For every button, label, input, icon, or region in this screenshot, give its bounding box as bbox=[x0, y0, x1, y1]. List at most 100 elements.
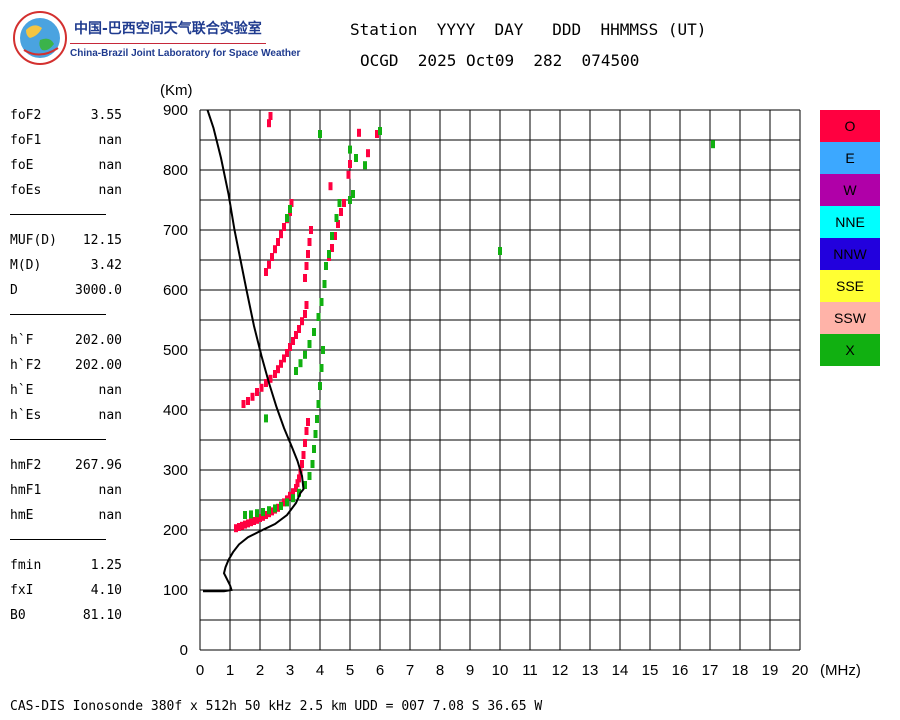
param-value: 3000.0 bbox=[75, 283, 122, 298]
data-point-x bbox=[322, 280, 327, 288]
data-point-o bbox=[282, 223, 286, 231]
data-point-x bbox=[285, 214, 289, 222]
electron-density-profile-line bbox=[203, 109, 305, 593]
param-row: h`F2 202.00 bbox=[10, 358, 130, 378]
data-point-x bbox=[243, 511, 247, 519]
y-tick-label: 200 bbox=[163, 522, 188, 539]
param-row: hmE nan bbox=[10, 508, 130, 528]
data-point-o bbox=[267, 260, 271, 269]
param-separator bbox=[10, 214, 106, 215]
data-point-x bbox=[348, 196, 352, 204]
data-point-o bbox=[301, 451, 306, 459]
data-point-o bbox=[249, 518, 253, 527]
data-point-o bbox=[294, 484, 298, 492]
data-point-x bbox=[288, 205, 292, 213]
param-separator bbox=[10, 314, 106, 315]
data-point-x bbox=[319, 364, 324, 372]
x-tick-label: 15 bbox=[642, 662, 659, 679]
data-point-x bbox=[327, 250, 331, 258]
data-point-x bbox=[711, 140, 715, 149]
data-point-x bbox=[316, 313, 321, 321]
data-point-o bbox=[273, 370, 277, 378]
y-tick-label: 100 bbox=[163, 582, 188, 599]
param-label: MUF(D) bbox=[10, 233, 57, 248]
x-axis-label: (MHz) bbox=[820, 662, 861, 679]
x-tick-label: 13 bbox=[582, 662, 599, 679]
param-label: D bbox=[10, 283, 18, 298]
data-point-o bbox=[252, 517, 256, 525]
data-point-o bbox=[276, 238, 280, 246]
x-tick-label: 12 bbox=[552, 662, 569, 679]
data-point-x bbox=[378, 127, 382, 135]
param-label: foF1 bbox=[10, 133, 42, 148]
data-point-o bbox=[303, 274, 307, 282]
data-point-x bbox=[313, 430, 318, 438]
legend-item: NNW bbox=[820, 238, 880, 270]
param-row: fmin 1.25 bbox=[10, 558, 130, 578]
legend-item: SSW bbox=[820, 302, 880, 334]
y-tick-label: 500 bbox=[163, 342, 188, 359]
param-row: h`Es nan bbox=[10, 408, 130, 428]
legend-item: O bbox=[820, 110, 880, 142]
globe-logo-icon bbox=[13, 11, 67, 65]
data-point-x bbox=[315, 415, 319, 423]
data-point-o bbox=[336, 220, 340, 228]
data-point-x bbox=[318, 382, 322, 390]
data-point-o bbox=[339, 208, 343, 216]
data-point-o bbox=[234, 524, 238, 533]
data-point-o bbox=[294, 331, 298, 339]
data-point-x bbox=[337, 199, 342, 207]
data-point-o bbox=[303, 310, 307, 318]
data-point-o bbox=[268, 112, 273, 120]
param-value: nan bbox=[98, 133, 122, 148]
x-tick-label: 16 bbox=[672, 662, 689, 679]
param-value: nan bbox=[98, 158, 122, 173]
param-value: 3.42 bbox=[90, 258, 122, 273]
header-values: OCGD 2025 Oct09 282 074500 bbox=[360, 51, 640, 70]
param-row: hmF1 nan bbox=[10, 483, 130, 503]
data-point-x bbox=[351, 190, 355, 198]
param-value: nan bbox=[98, 408, 122, 423]
data-point-x bbox=[285, 498, 289, 507]
data-point-x bbox=[291, 494, 295, 503]
x-tick-label: 10 bbox=[492, 662, 509, 679]
data-point-o bbox=[267, 119, 271, 128]
data-point-x bbox=[279, 502, 283, 510]
data-point-o bbox=[348, 160, 352, 168]
x-tick-label: 2 bbox=[256, 662, 264, 679]
data-point-o bbox=[259, 383, 264, 392]
data-point-o bbox=[304, 301, 309, 309]
data-point-o bbox=[333, 232, 337, 240]
data-point-x bbox=[324, 262, 328, 270]
param-value: 202.00 bbox=[75, 333, 122, 348]
data-point-o bbox=[264, 268, 268, 276]
param-label: M(D) bbox=[10, 258, 42, 273]
data-point-o bbox=[258, 514, 262, 522]
logo-divider bbox=[70, 43, 266, 44]
x-tick-label: 19 bbox=[762, 662, 779, 679]
param-value: 12.15 bbox=[82, 233, 122, 248]
data-point-x bbox=[312, 445, 316, 453]
data-point-x bbox=[312, 328, 316, 336]
data-point-x bbox=[330, 232, 334, 240]
param-row: MUF(D) 12.15 bbox=[10, 233, 130, 253]
footer-info: CAS-DIS Ionosonde 380f x 512h 50 kHz 2.5… bbox=[10, 699, 543, 714]
param-label: foEs bbox=[10, 183, 42, 198]
data-point-o bbox=[375, 130, 379, 138]
data-point-o bbox=[303, 439, 307, 447]
data-point-o bbox=[304, 427, 309, 435]
data-point-o bbox=[246, 397, 250, 405]
data-point-o bbox=[330, 244, 334, 252]
y-tick-label: 800 bbox=[163, 162, 188, 179]
param-label: foF2 bbox=[10, 108, 42, 123]
x-tick-label: 8 bbox=[436, 662, 444, 679]
data-point-x bbox=[498, 247, 502, 255]
data-point-o bbox=[264, 379, 268, 387]
x-tick-label: 3 bbox=[286, 662, 294, 679]
data-point-o bbox=[276, 503, 280, 512]
data-point-o bbox=[240, 521, 244, 530]
data-point-x bbox=[298, 359, 303, 368]
param-value: nan bbox=[98, 483, 122, 498]
data-point-x bbox=[267, 506, 271, 515]
data-point-o bbox=[307, 238, 312, 246]
